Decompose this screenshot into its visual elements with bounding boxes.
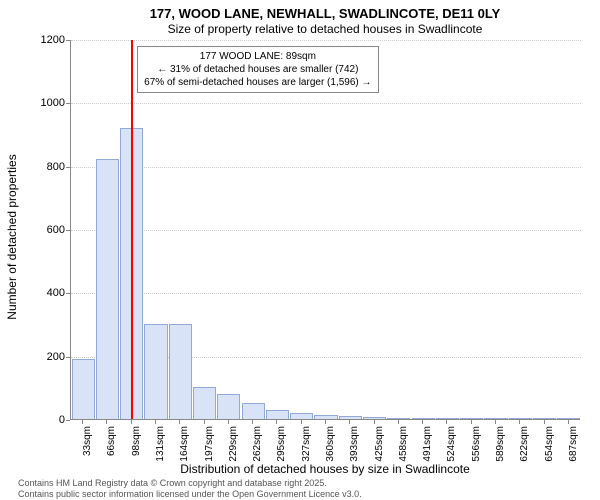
annotation-box: 177 WOOD LANE: 89sqm← 31% of detached ho… bbox=[137, 46, 378, 93]
x-tick-label: 589sqm bbox=[495, 426, 506, 466]
histogram-bar bbox=[557, 418, 580, 419]
annotation-line1: ← 31% of detached houses are smaller (74… bbox=[144, 63, 371, 76]
x-tick-label: 556sqm bbox=[471, 426, 482, 466]
x-tick-label: 66sqm bbox=[106, 426, 117, 466]
x-tick-label: 262sqm bbox=[252, 426, 263, 466]
x-tick-label: 622sqm bbox=[519, 426, 530, 466]
x-tick-mark bbox=[155, 420, 156, 424]
x-tick-label: 164sqm bbox=[179, 426, 190, 466]
histogram-bar bbox=[412, 418, 435, 419]
annotation-line2: 67% of semi-detached houses are larger (… bbox=[144, 76, 371, 89]
x-tick-label: 98sqm bbox=[131, 426, 142, 466]
footer-line2: Contains public sector information licen… bbox=[18, 489, 588, 500]
grid-line bbox=[71, 103, 581, 104]
x-tick-label: 33sqm bbox=[82, 426, 93, 466]
histogram-bar bbox=[387, 418, 410, 419]
x-tick-mark bbox=[422, 420, 423, 424]
x-tick-mark bbox=[398, 420, 399, 424]
x-tick-label: 229sqm bbox=[228, 426, 239, 466]
x-tick-label: 425sqm bbox=[374, 426, 385, 466]
x-tick-mark bbox=[179, 420, 180, 424]
chart-title-main: 177, WOOD LANE, NEWHALL, SWADLINCOTE, DE… bbox=[70, 6, 580, 21]
grid-line bbox=[71, 40, 581, 41]
y-tick-label: 600 bbox=[35, 224, 65, 236]
x-tick-label: 524sqm bbox=[446, 426, 457, 466]
x-tick-mark bbox=[446, 420, 447, 424]
x-tick-mark bbox=[106, 420, 107, 424]
histogram-bar bbox=[193, 387, 216, 419]
y-tick-label: 0 bbox=[35, 414, 65, 426]
x-tick-mark bbox=[495, 420, 496, 424]
x-tick-mark bbox=[374, 420, 375, 424]
histogram-bar bbox=[217, 394, 240, 419]
x-tick-label: 131sqm bbox=[155, 426, 166, 466]
grid-line bbox=[71, 293, 581, 294]
histogram-bar bbox=[484, 418, 507, 419]
subject-marker-line bbox=[131, 40, 133, 419]
histogram-bar bbox=[96, 159, 119, 419]
histogram-bar bbox=[314, 415, 337, 419]
x-tick-mark bbox=[276, 420, 277, 424]
x-tick-mark bbox=[471, 420, 472, 424]
histogram-bar bbox=[339, 416, 362, 419]
histogram-bar bbox=[363, 417, 386, 419]
grid-line bbox=[71, 167, 581, 168]
x-tick-mark bbox=[228, 420, 229, 424]
x-tick-label: 360sqm bbox=[325, 426, 336, 466]
histogram-bar bbox=[436, 418, 459, 419]
x-tick-mark bbox=[519, 420, 520, 424]
chart-container: 177, WOOD LANE, NEWHALL, SWADLINCOTE, DE… bbox=[0, 0, 600, 500]
x-tick-mark bbox=[252, 420, 253, 424]
x-tick-mark bbox=[544, 420, 545, 424]
x-axis-label: Distribution of detached houses by size … bbox=[70, 462, 580, 476]
y-axis-label: Number of detached properties bbox=[5, 154, 19, 319]
y-tick-mark bbox=[66, 420, 70, 421]
footer-line1: Contains HM Land Registry data © Crown c… bbox=[18, 478, 588, 489]
plot-area: 177 WOOD LANE: 89sqm← 31% of detached ho… bbox=[70, 40, 580, 420]
x-tick-label: 687sqm bbox=[568, 426, 579, 466]
histogram-bar bbox=[72, 359, 95, 419]
x-tick-mark bbox=[301, 420, 302, 424]
x-tick-mark bbox=[204, 420, 205, 424]
y-tick-label: 400 bbox=[35, 287, 65, 299]
histogram-bar bbox=[266, 410, 289, 420]
annotation-title: 177 WOOD LANE: 89sqm bbox=[144, 50, 371, 63]
x-tick-mark bbox=[325, 420, 326, 424]
x-tick-label: 393sqm bbox=[349, 426, 360, 466]
x-tick-label: 458sqm bbox=[398, 426, 409, 466]
x-tick-mark bbox=[82, 420, 83, 424]
histogram-bar bbox=[242, 403, 265, 419]
histogram-bar bbox=[290, 413, 313, 419]
x-tick-mark bbox=[349, 420, 350, 424]
histogram-bar bbox=[509, 418, 532, 419]
histogram-bar bbox=[460, 418, 483, 419]
x-tick-label: 327sqm bbox=[301, 426, 312, 466]
x-tick-label: 491sqm bbox=[422, 426, 433, 466]
chart-title-sub: Size of property relative to detached ho… bbox=[70, 22, 580, 36]
y-tick-label: 800 bbox=[35, 161, 65, 173]
y-tick-label: 1000 bbox=[35, 97, 65, 109]
x-tick-mark bbox=[131, 420, 132, 424]
x-tick-label: 654sqm bbox=[544, 426, 555, 466]
footer-attribution: Contains HM Land Registry data © Crown c… bbox=[18, 478, 588, 500]
histogram-bar bbox=[169, 324, 192, 419]
histogram-bar bbox=[144, 324, 167, 419]
histogram-bar bbox=[533, 418, 556, 419]
grid-line bbox=[71, 230, 581, 231]
y-tick-label: 1200 bbox=[35, 34, 65, 46]
x-tick-label: 197sqm bbox=[204, 426, 215, 466]
y-tick-label: 200 bbox=[35, 351, 65, 363]
x-tick-label: 295sqm bbox=[276, 426, 287, 466]
x-tick-mark bbox=[568, 420, 569, 424]
